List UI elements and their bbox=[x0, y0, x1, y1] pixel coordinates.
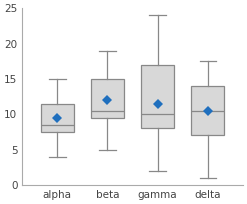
PathPatch shape bbox=[91, 79, 124, 118]
PathPatch shape bbox=[141, 65, 174, 128]
PathPatch shape bbox=[191, 86, 224, 135]
PathPatch shape bbox=[41, 104, 74, 132]
